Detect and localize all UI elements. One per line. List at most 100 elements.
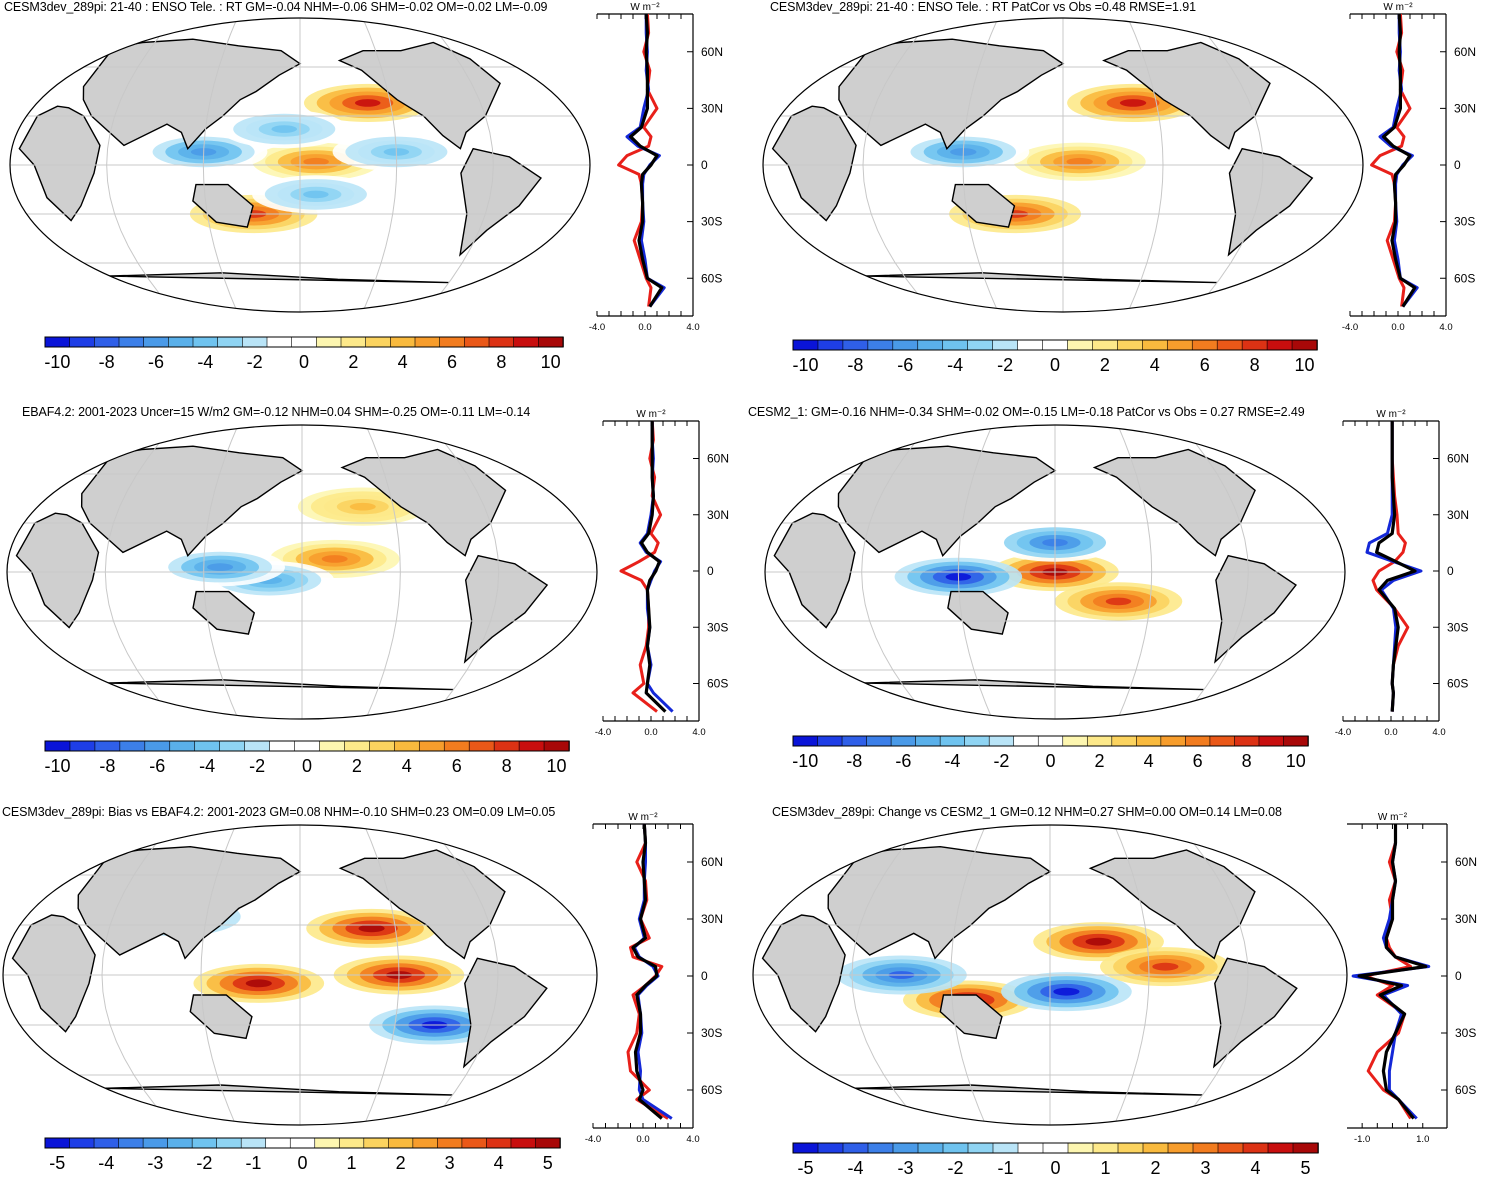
- map-border: [752, 824, 1348, 1126]
- longitude-line: [425, 18, 494, 312]
- colorbar-segment: [842, 1142, 869, 1154]
- lat-tick-label: 30S: [1455, 1026, 1476, 1040]
- colorbar-segment: [792, 339, 819, 351]
- colorbar-segment: [1292, 1142, 1319, 1154]
- colorbar-segment: [1117, 339, 1144, 351]
- profile-series-black: [1357, 824, 1428, 1120]
- lat-tick-label: 30N: [701, 101, 723, 115]
- colorbar-segment: [390, 336, 416, 348]
- longitude-line: [101, 825, 172, 1125]
- colorbar-label: -1: [245, 1153, 261, 1173]
- colorbar-segment: [488, 336, 515, 348]
- colorbar-segment: [365, 336, 392, 348]
- colorbar-segment: [168, 336, 194, 348]
- colorbar-label: 0: [1045, 751, 1055, 771]
- continent-namerica: [1092, 448, 1256, 557]
- lat-tick-label: 0: [1455, 969, 1462, 983]
- longitude-line: [1192, 18, 1264, 312]
- colorbar-label: -5: [49, 1153, 65, 1173]
- map: [764, 424, 1346, 720]
- colorbar-segment: [344, 740, 371, 752]
- colorbar: -5 -4 -3 -2 -1 0 1 2 3 4 5: [792, 1142, 1319, 1177]
- continent-australia: [947, 590, 1009, 635]
- colorbar-segment: [269, 740, 296, 752]
- colorbar-segment: [44, 1137, 71, 1149]
- lat-tick-label: 30S: [1447, 620, 1468, 634]
- colorbar-segment: [1042, 1142, 1069, 1154]
- profile-x-tick-label: 4.0: [1432, 727, 1445, 738]
- colorbar-segment: [867, 339, 894, 351]
- panel-title: CESM3dev_289pi: Change vs CESM2_1 GM=0.1…: [772, 805, 1282, 819]
- profile-x-tick-label: 4.0: [686, 322, 699, 333]
- continent-namerica: [1088, 849, 1256, 960]
- field-blob: [321, 555, 348, 563]
- longitude-line: [1180, 425, 1249, 719]
- continent-africa: [773, 512, 856, 629]
- map: [6, 424, 598, 720]
- longitude-line: [962, 18, 999, 312]
- colorbar-segment: [265, 1137, 292, 1149]
- profile-series-black: [1374, 421, 1417, 712]
- profile-unit-label: W m⁻²: [628, 812, 658, 823]
- colorbar-label: 8: [1250, 355, 1260, 375]
- colorbar-segment: [1242, 1142, 1269, 1154]
- longitude-line: [1127, 18, 1164, 312]
- panel-title: CESM3dev_289pi: 21-40 : ENSO Tele. : RT …: [4, 0, 548, 14]
- profile-series-black: [1381, 13, 1417, 308]
- colorbar-segment: [1191, 339, 1218, 351]
- lat-tick-label: 30N: [1454, 101, 1476, 115]
- colorbar-segment: [915, 735, 941, 747]
- zonal-profile: W m⁻² 60N 30N 0 30S 60S -4.0 0.0 4.0: [589, 2, 723, 333]
- colorbar-label: 0: [299, 352, 309, 372]
- colorbar-segment: [142, 1137, 169, 1149]
- colorbar-segment: [817, 339, 844, 351]
- lat-tick-label: 0: [707, 564, 714, 578]
- lat-tick-label: 60N: [707, 452, 729, 466]
- colorbar-label: -2: [196, 1153, 212, 1173]
- profile-series-red: [1370, 13, 1412, 307]
- field-blob: [303, 157, 329, 166]
- colorbar-border: [792, 1142, 1319, 1154]
- continent-australia: [192, 183, 254, 228]
- colorbar-label: 5: [543, 1153, 553, 1173]
- colorbar-label: -1: [997, 1158, 1013, 1177]
- colorbar-segment: [513, 336, 540, 348]
- profile-x-tick-label: -4.0: [589, 322, 605, 333]
- colorbar-label: -4: [197, 352, 213, 372]
- colorbar-segment: [242, 336, 268, 348]
- zonal-profile: W m⁻² 60N 30N 0 30S 60S -4.0 0.0 4.0: [1335, 409, 1469, 738]
- colorbar-segment: [1209, 735, 1236, 747]
- colorbar-label: -6: [148, 352, 164, 372]
- panel-title: CESM3dev_289pi: Bias vs EBAF4.2: 2001-20…: [2, 805, 556, 819]
- colorbar-segment: [1234, 735, 1260, 747]
- colorbar-segment: [543, 740, 570, 752]
- lat-tick-label: 60S: [701, 271, 722, 285]
- colorbar-label: -2: [993, 751, 1009, 771]
- profile-x-tick-label: -4.0: [585, 1134, 601, 1145]
- continent-namerica: [1102, 41, 1271, 150]
- colorbar-segment: [967, 1142, 994, 1154]
- field-blob: [245, 979, 272, 988]
- colorbar-segment: [1136, 735, 1162, 747]
- colorbar-segment: [289, 1137, 316, 1149]
- colorbar-segment: [118, 336, 145, 348]
- colorbar-segment: [1092, 339, 1119, 351]
- colorbar-segment: [1160, 735, 1187, 747]
- colorbar-label: 6: [1200, 355, 1210, 375]
- lat-tick-label: 60N: [701, 45, 723, 59]
- colorbar-segment: [412, 1137, 439, 1149]
- colorbar-segment: [1283, 735, 1309, 747]
- colorbar-segment: [1017, 339, 1044, 351]
- profile-series-black: [628, 13, 664, 308]
- colorbar-label: -6: [895, 751, 911, 771]
- colorbar: -10 -8 -6 -4 -2 0 2 4 6 8 10: [44, 740, 570, 776]
- colorbar-label: -8: [846, 751, 862, 771]
- longitude-line: [428, 825, 499, 1125]
- field-blob: [358, 924, 385, 933]
- field-blob: [1053, 987, 1080, 996]
- colorbar-segment: [192, 336, 219, 348]
- lat-tick-label: 60N: [1454, 45, 1476, 59]
- colorbar-segment: [388, 1137, 414, 1149]
- colorbar-segment: [319, 740, 346, 752]
- colorbar-segment: [69, 336, 96, 348]
